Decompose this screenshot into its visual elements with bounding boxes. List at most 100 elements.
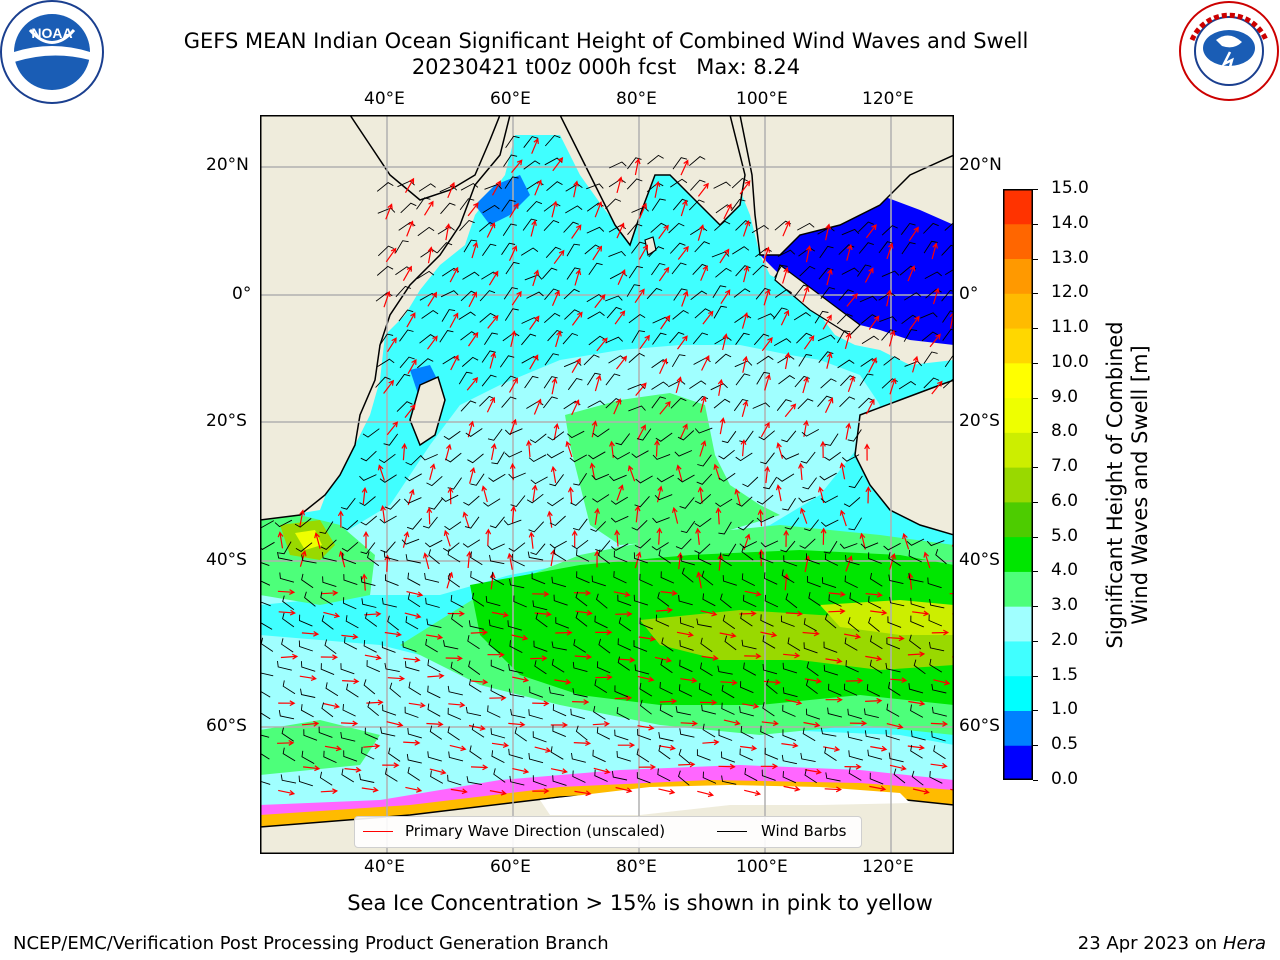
wind-barb [712, 285, 727, 298]
wind-barb [820, 495, 839, 504]
wind-barb [758, 430, 775, 441]
wave-direction-arrow [386, 337, 397, 353]
y-tick-left-20n: 20°N [206, 155, 249, 175]
wind-barb [764, 572, 778, 585]
wind-barb [379, 333, 394, 346]
wind-barb [802, 727, 816, 742]
wind-barb [487, 543, 505, 551]
wind-barb [847, 429, 862, 442]
wind-barb [694, 241, 710, 253]
y-tick-right-60s: 60°S [959, 716, 1000, 736]
wind-barb [627, 223, 643, 235]
wave-direction-arrow [507, 552, 513, 570]
wind-barb [509, 775, 525, 786]
wave-direction-arrow [824, 786, 842, 793]
wave-direction-arrow [638, 202, 647, 219]
wave-direction-arrow [639, 334, 650, 350]
wind-barb [881, 329, 897, 341]
wind-barb [615, 433, 631, 446]
wind-barb [471, 592, 485, 607]
wind-barb [741, 639, 757, 650]
colorbar-tick-mark [1033, 675, 1038, 677]
wind-barb [504, 428, 523, 435]
wind-barb [898, 380, 917, 390]
wind-barb [911, 770, 924, 786]
wind-barb [837, 359, 855, 369]
wind-barb [406, 753, 422, 764]
wave-direction-arrow [571, 399, 580, 416]
wave-direction-arrow [634, 505, 641, 523]
wind-barb [679, 497, 695, 509]
wind-barb [906, 538, 925, 546]
wind-barb [760, 452, 775, 465]
wind-barb [868, 616, 880, 632]
wind-barb [702, 723, 716, 738]
wind-barb [929, 658, 943, 673]
wind-barb [298, 640, 313, 652]
wind-barb [889, 596, 905, 607]
wind-barb [605, 198, 622, 210]
wave-direction-arrow [802, 376, 809, 394]
wind-barb [584, 244, 602, 255]
wind-barb [651, 396, 667, 409]
wind-barb [647, 154, 664, 165]
wind-barb [824, 553, 839, 566]
wind-barb [320, 539, 337, 550]
wind-barb [609, 474, 627, 482]
wind-barb [740, 725, 754, 739]
wind-barb [458, 311, 476, 320]
wind-barb [893, 768, 906, 784]
wave-direction-arrow [363, 530, 369, 549]
wave-direction-arrow [713, 463, 721, 481]
wind-barb [823, 664, 839, 676]
wind-barb [575, 591, 588, 607]
wind-barb [404, 706, 419, 718]
wind-barb [753, 333, 770, 346]
wave-direction-arrow [468, 331, 479, 347]
wave-direction-arrow [627, 465, 636, 482]
wave-direction-arrow [595, 674, 613, 681]
wave-direction-arrow [907, 651, 926, 658]
wave-direction-arrow [782, 267, 789, 284]
wind-barb [524, 375, 539, 389]
wind-barb [359, 773, 375, 783]
wave-direction-arrow [449, 266, 459, 283]
colorbar-swatch [1003, 223, 1033, 260]
wind-barb [756, 371, 770, 385]
wind-barb [942, 328, 954, 341]
wave-direction-arrow [386, 421, 399, 436]
wave-direction-arrow [889, 377, 897, 395]
wind-barb [762, 702, 775, 717]
wave-direction-arrow [676, 464, 683, 482]
chart-subtitle: 20230421 t00z 000h fcst Max: 8.24 [411, 55, 801, 79]
wind-barb [923, 377, 940, 389]
wind-barb [808, 592, 821, 607]
nws-logo [1178, 0, 1280, 102]
wind-barb [521, 317, 539, 324]
wave-direction-arrow [551, 200, 558, 218]
wave-direction-arrow [718, 763, 736, 770]
wind-barb [260, 520, 275, 529]
wind-barb [751, 224, 769, 234]
wind-barb [942, 310, 954, 323]
wind-barb [613, 571, 627, 584]
wave-direction-arrow [846, 293, 858, 307]
wind-barb [694, 493, 712, 505]
colorbar-tick-mark [1033, 536, 1038, 538]
wave-direction-arrow [870, 745, 888, 752]
colorbar-tick-label: 6.0 [1051, 490, 1079, 511]
wave-direction-arrow [912, 788, 930, 795]
wind-barb [787, 637, 801, 651]
wind-barb [321, 702, 334, 718]
wave-direction-arrow [488, 270, 499, 286]
wind-barb [419, 334, 436, 344]
wind-barb [610, 515, 629, 523]
wind-barb [552, 704, 567, 717]
wave-direction-arrow [675, 376, 683, 394]
wind-barb [838, 244, 855, 255]
wind-barb [404, 661, 420, 672]
wind-barb [481, 350, 496, 363]
wind-barb [460, 400, 477, 412]
wave-direction-arrow [448, 701, 466, 708]
wind-barb [800, 451, 816, 464]
